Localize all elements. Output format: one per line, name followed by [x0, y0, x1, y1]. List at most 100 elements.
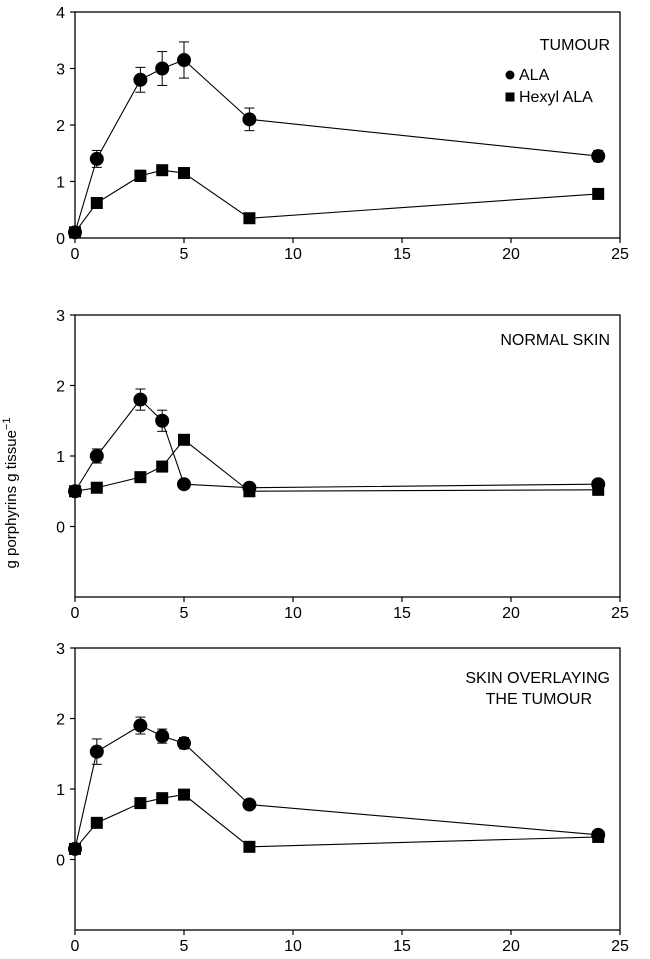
- y-tick-label: 2: [56, 712, 65, 729]
- series-line: [74, 724, 599, 850]
- series-line: [74, 59, 599, 233]
- legend-label: ALA: [519, 67, 550, 84]
- legend-label: Hexyl ALA: [519, 89, 593, 106]
- y-tick-label: 4: [56, 5, 65, 22]
- y-tick-label: 2: [56, 118, 65, 135]
- legend: ALA Hexyl ALA: [505, 67, 593, 106]
- data-point-square: [90, 481, 103, 494]
- panel-2: 0 5 10 15 20 25 0 1 2 3 NORMAL SKIN: [56, 308, 629, 622]
- y-axis-title-exponent: −1: [1, 418, 13, 431]
- data-point-circle: [177, 53, 191, 68]
- data-point-square: [69, 226, 81, 239]
- data-point-square: [178, 167, 190, 180]
- x-tick-label: 20: [502, 605, 520, 622]
- data-point-square: [243, 840, 256, 853]
- data-point-circle: [155, 61, 170, 76]
- x-tick-label: 20: [502, 246, 520, 263]
- x-tick-label: 10: [284, 246, 302, 263]
- data-point-circle: [89, 744, 104, 759]
- data-point-square: [69, 842, 81, 855]
- y-tick-label: 0: [56, 520, 65, 537]
- y-axis-title-text: g porphyrins g tissue: [3, 430, 20, 568]
- y-tick-label: 0: [56, 853, 65, 870]
- y-tick-label: 0: [56, 231, 65, 248]
- panel-label: TUMOUR: [540, 37, 610, 54]
- data-point-square: [178, 433, 190, 446]
- data-point-circle: [242, 797, 257, 812]
- data-point-square: [134, 797, 147, 810]
- x-tick-label: 15: [393, 938, 411, 955]
- x-tick-label: 10: [284, 938, 302, 955]
- y-tick-label: 3: [56, 308, 65, 325]
- x-tick-label: 0: [71, 605, 80, 622]
- panel-label-line: TUMOUR: [540, 37, 610, 54]
- x-tick-label: 5: [180, 605, 189, 622]
- data-point-square: [90, 816, 103, 829]
- x-tick-label: 25: [611, 938, 629, 955]
- panel-1: 0 5 10 15 20 25 0 1 2 3 4 TUMOUR ALA Hexyl ALA: [56, 5, 629, 263]
- y-tick-label: 2: [56, 379, 65, 396]
- data-point-circle: [133, 718, 148, 733]
- data-point-square: [156, 792, 169, 805]
- series-hexyl-ala: [69, 433, 605, 498]
- x-axis-title: Time (h): [315, 957, 370, 959]
- data-point-square: [243, 212, 256, 225]
- data-point-square: [178, 788, 190, 801]
- panel-label-line: THE TUMOUR: [486, 691, 592, 708]
- plot-frame: [74, 11, 621, 239]
- plot-frame: [74, 314, 621, 598]
- y-tick-label: 1: [56, 449, 65, 466]
- panel-label-line: NORMAL SKIN: [500, 332, 610, 349]
- data-point-square: [134, 471, 147, 484]
- data-point-square: [592, 483, 605, 496]
- panel-label-line: SKIN OVERLAYING: [465, 670, 610, 687]
- panel-label: NORMAL SKIN: [500, 332, 610, 349]
- y-axis-title: g porphyrins g tissue−1: [1, 418, 20, 569]
- data-point-square: [592, 187, 605, 200]
- series-hexyl-ala: [69, 788, 605, 855]
- data-point-circle: [591, 149, 606, 164]
- series-line: [74, 794, 599, 850]
- data-point-square: [134, 169, 147, 182]
- data-point-circle: [155, 729, 170, 744]
- x-tick-label: 20: [502, 938, 520, 955]
- data-point-circle: [177, 736, 191, 751]
- series-line: [74, 398, 599, 492]
- legend-marker-square: [505, 92, 515, 102]
- y-tick-label: 3: [56, 641, 65, 658]
- series-line: [74, 439, 599, 492]
- data-point-circle: [177, 477, 191, 492]
- y-tick-label: 1: [56, 782, 65, 799]
- series-hexyl-ala: [69, 164, 605, 239]
- x-tick-label: 0: [71, 938, 80, 955]
- legend-marker-circle: [505, 70, 515, 80]
- data-point-square: [156, 164, 169, 177]
- x-tick-label: 15: [393, 605, 411, 622]
- x-tick-label: 10: [284, 605, 302, 622]
- y-tick-label: 1: [56, 175, 65, 192]
- data-point-circle: [89, 449, 104, 463]
- data-point-square: [69, 485, 81, 498]
- x-tick-label: 5: [180, 938, 189, 955]
- x-tick-label: 15: [393, 246, 411, 263]
- x-tick-label: 25: [611, 246, 629, 263]
- panel-label: SKIN OVERLAYING THE TUMOUR: [465, 670, 610, 708]
- data-point-circle: [89, 151, 104, 166]
- data-point-circle: [155, 413, 170, 428]
- series-ala: [68, 716, 606, 856]
- x-tick-label: 5: [180, 246, 189, 263]
- y-tick-label: 3: [56, 62, 65, 79]
- data-point-circle: [242, 112, 257, 127]
- data-point-square: [90, 196, 103, 209]
- series-line: [74, 169, 599, 233]
- series-ala: [68, 388, 606, 499]
- data-point-circle: [133, 392, 148, 407]
- data-point-square: [156, 460, 169, 473]
- x-tick-label: 25: [611, 605, 629, 622]
- x-tick-label: 0: [71, 246, 80, 263]
- data-point-square: [592, 830, 605, 843]
- panel-3: 0 5 10 15 20 25 0 1 2 3 SKIN OVERLAYING THE TUMOUR T…: [56, 641, 629, 959]
- data-point-square: [243, 485, 256, 498]
